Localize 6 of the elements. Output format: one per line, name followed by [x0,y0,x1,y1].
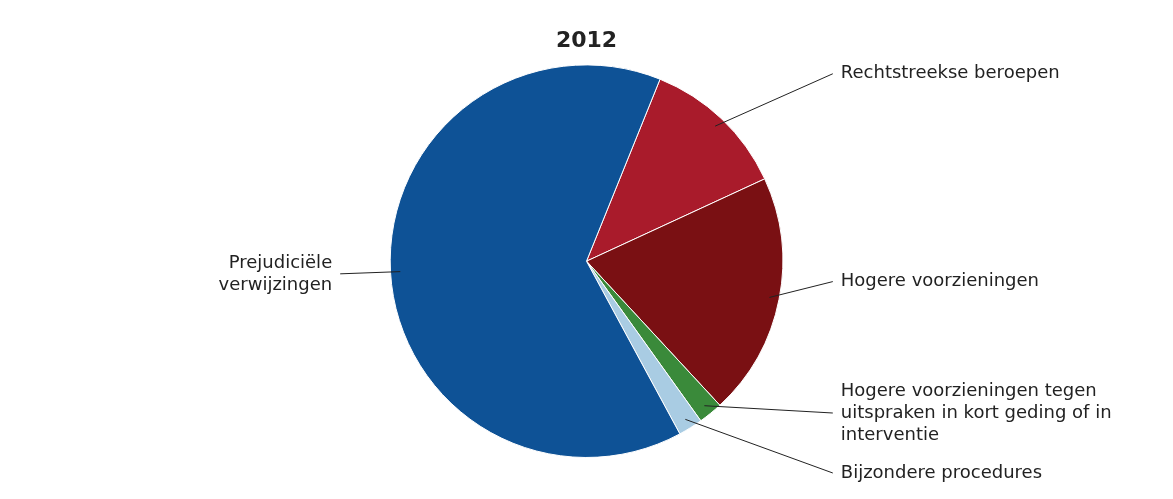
slice-label: Hogere voorzieningen tegen uitspraken in kort geding of in interventie [840,378,1112,444]
slice-label: Rechtstreekse beroepen [840,61,1060,83]
chart-title: 2012 [555,26,618,52]
slice-label: Hogere voorzieningen [840,269,1039,291]
slice-label: Bijzondere procedures [840,460,1043,482]
slice-label: Prejudiciële verwijzingen [218,250,333,294]
